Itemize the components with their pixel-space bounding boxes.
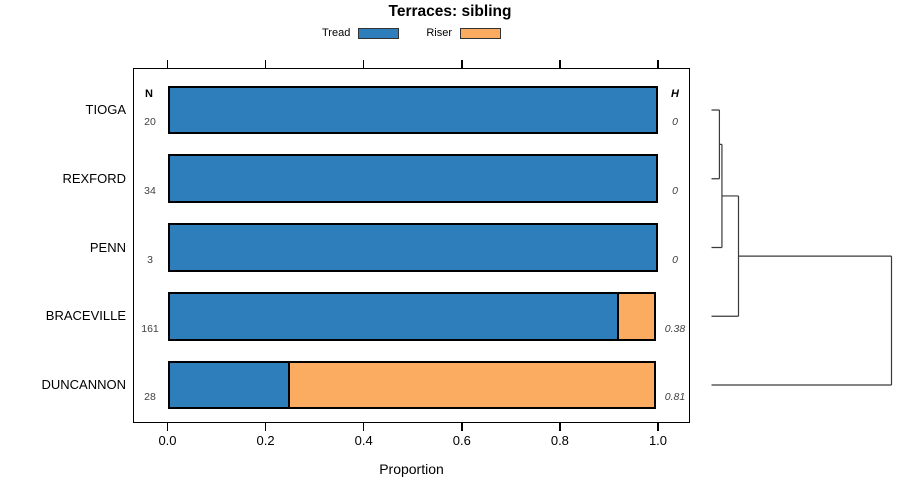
n-value: 28 — [144, 391, 156, 404]
bar-segment-tread — [167, 154, 658, 204]
y-axis-label: BRACEVILLE — [45, 308, 126, 324]
x-axis-tick — [264, 423, 267, 431]
h-value: 0 — [672, 116, 678, 129]
x-axis-tick — [657, 423, 659, 431]
y-axis-label: TIOGA — [85, 102, 126, 117]
x-axis-top-tick — [166, 60, 169, 68]
bar-segment-tread — [167, 291, 619, 341]
bar-segment-riser — [288, 360, 656, 410]
x-axis-title: Proportion — [379, 461, 444, 477]
x-tick-label: 0.4 — [354, 433, 373, 448]
bar-row — [167, 85, 658, 135]
x-axis-top-tick — [657, 60, 659, 68]
bar-segment-tread — [167, 360, 291, 410]
x-axis-top-tick — [461, 60, 463, 68]
h-value: 0.38 — [664, 322, 686, 335]
x-axis-top-tick — [264, 60, 267, 68]
h-column-header: H — [671, 87, 679, 100]
h-value: 0 — [672, 185, 678, 198]
bar-segment-riser — [616, 291, 656, 341]
legend-item-tread: Tread — [322, 27, 400, 39]
x-axis-tick — [166, 423, 169, 431]
x-tick-label: 0.8 — [550, 433, 569, 448]
n-column-header: N — [145, 87, 153, 100]
legend-item-riser: Riser — [426, 27, 501, 39]
bar-segment-tread — [167, 85, 658, 135]
legend-label-tread: Tread — [322, 27, 351, 39]
x-tick-label: 0.2 — [256, 433, 275, 448]
x-axis-tick — [461, 423, 463, 431]
dendrogram-path — [711, 109, 893, 386]
y-axis-label: PENN — [89, 239, 126, 255]
x-axis-tick — [559, 423, 561, 431]
bar-row — [167, 360, 659, 410]
legend-swatch-riser — [460, 27, 501, 39]
n-value: 34 — [144, 185, 156, 198]
bar-row — [167, 154, 658, 204]
x-tick-label: 0.0 — [158, 433, 177, 448]
legend-label-riser: Riser — [426, 27, 452, 39]
y-axis-label: DUNCANNON — [41, 377, 127, 392]
x-axis-tick — [362, 423, 365, 431]
bar-row — [167, 223, 658, 272]
h-value: 0.81 — [664, 391, 686, 404]
bar-row — [167, 291, 659, 341]
n-value: 20 — [144, 116, 156, 129]
n-value: 3 — [147, 253, 153, 266]
legend-swatch-tread — [358, 27, 400, 39]
x-tick-label: 1.0 — [648, 433, 668, 448]
x-axis-top-tick — [362, 60, 365, 68]
chart-title: Terraces: sibling — [388, 3, 512, 20]
bar-segment-tread — [167, 223, 658, 272]
h-value: 0 — [672, 253, 678, 266]
x-tick-label: 0.6 — [452, 433, 471, 448]
n-value: 161 — [141, 322, 159, 335]
y-axis-label: REXFORD — [62, 170, 126, 186]
legend: Tread Riser — [133, 25, 690, 41]
x-axis-top-tick — [559, 60, 561, 68]
